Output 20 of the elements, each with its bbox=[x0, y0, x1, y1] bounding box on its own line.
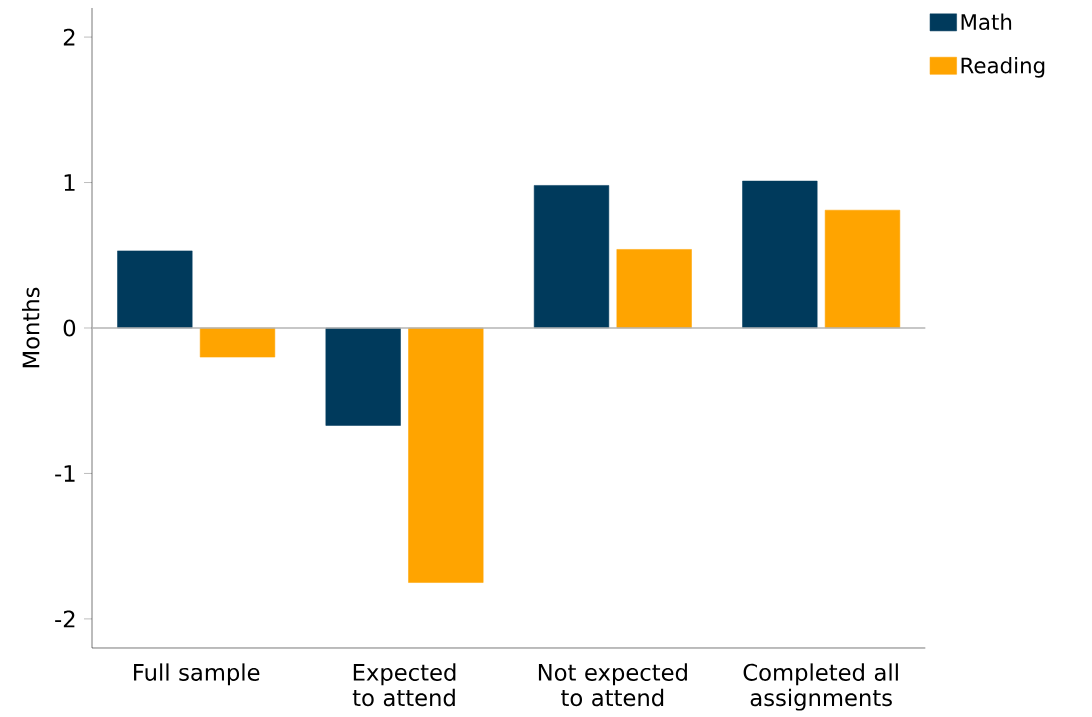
x-tick-label: Full sample bbox=[134, 663, 260, 686]
y-tick-label: 2 bbox=[63, 28, 75, 46]
bar bbox=[616, 249, 692, 329]
legend-label: Reading bbox=[961, 57, 1045, 78]
bar bbox=[199, 327, 276, 358]
y-tick-label: 0 bbox=[63, 319, 76, 337]
bar bbox=[533, 185, 610, 329]
x-tick-label: Not expected to attend bbox=[538, 663, 687, 707]
bar bbox=[325, 327, 401, 426]
y-axis-title: Months bbox=[21, 287, 40, 368]
legend-label: Math bbox=[961, 13, 1012, 31]
y-tick-label: 1 bbox=[64, 174, 75, 191]
y-tick-label: -1 bbox=[55, 465, 75, 482]
bar bbox=[742, 180, 818, 329]
bar bbox=[824, 209, 901, 329]
x-tick-label: Expected to attend bbox=[352, 663, 456, 707]
y-tick-label: -2 bbox=[55, 610, 75, 628]
bar bbox=[408, 327, 484, 583]
bar bbox=[117, 250, 193, 329]
x-tick-label: Completed all assignments bbox=[743, 663, 898, 711]
